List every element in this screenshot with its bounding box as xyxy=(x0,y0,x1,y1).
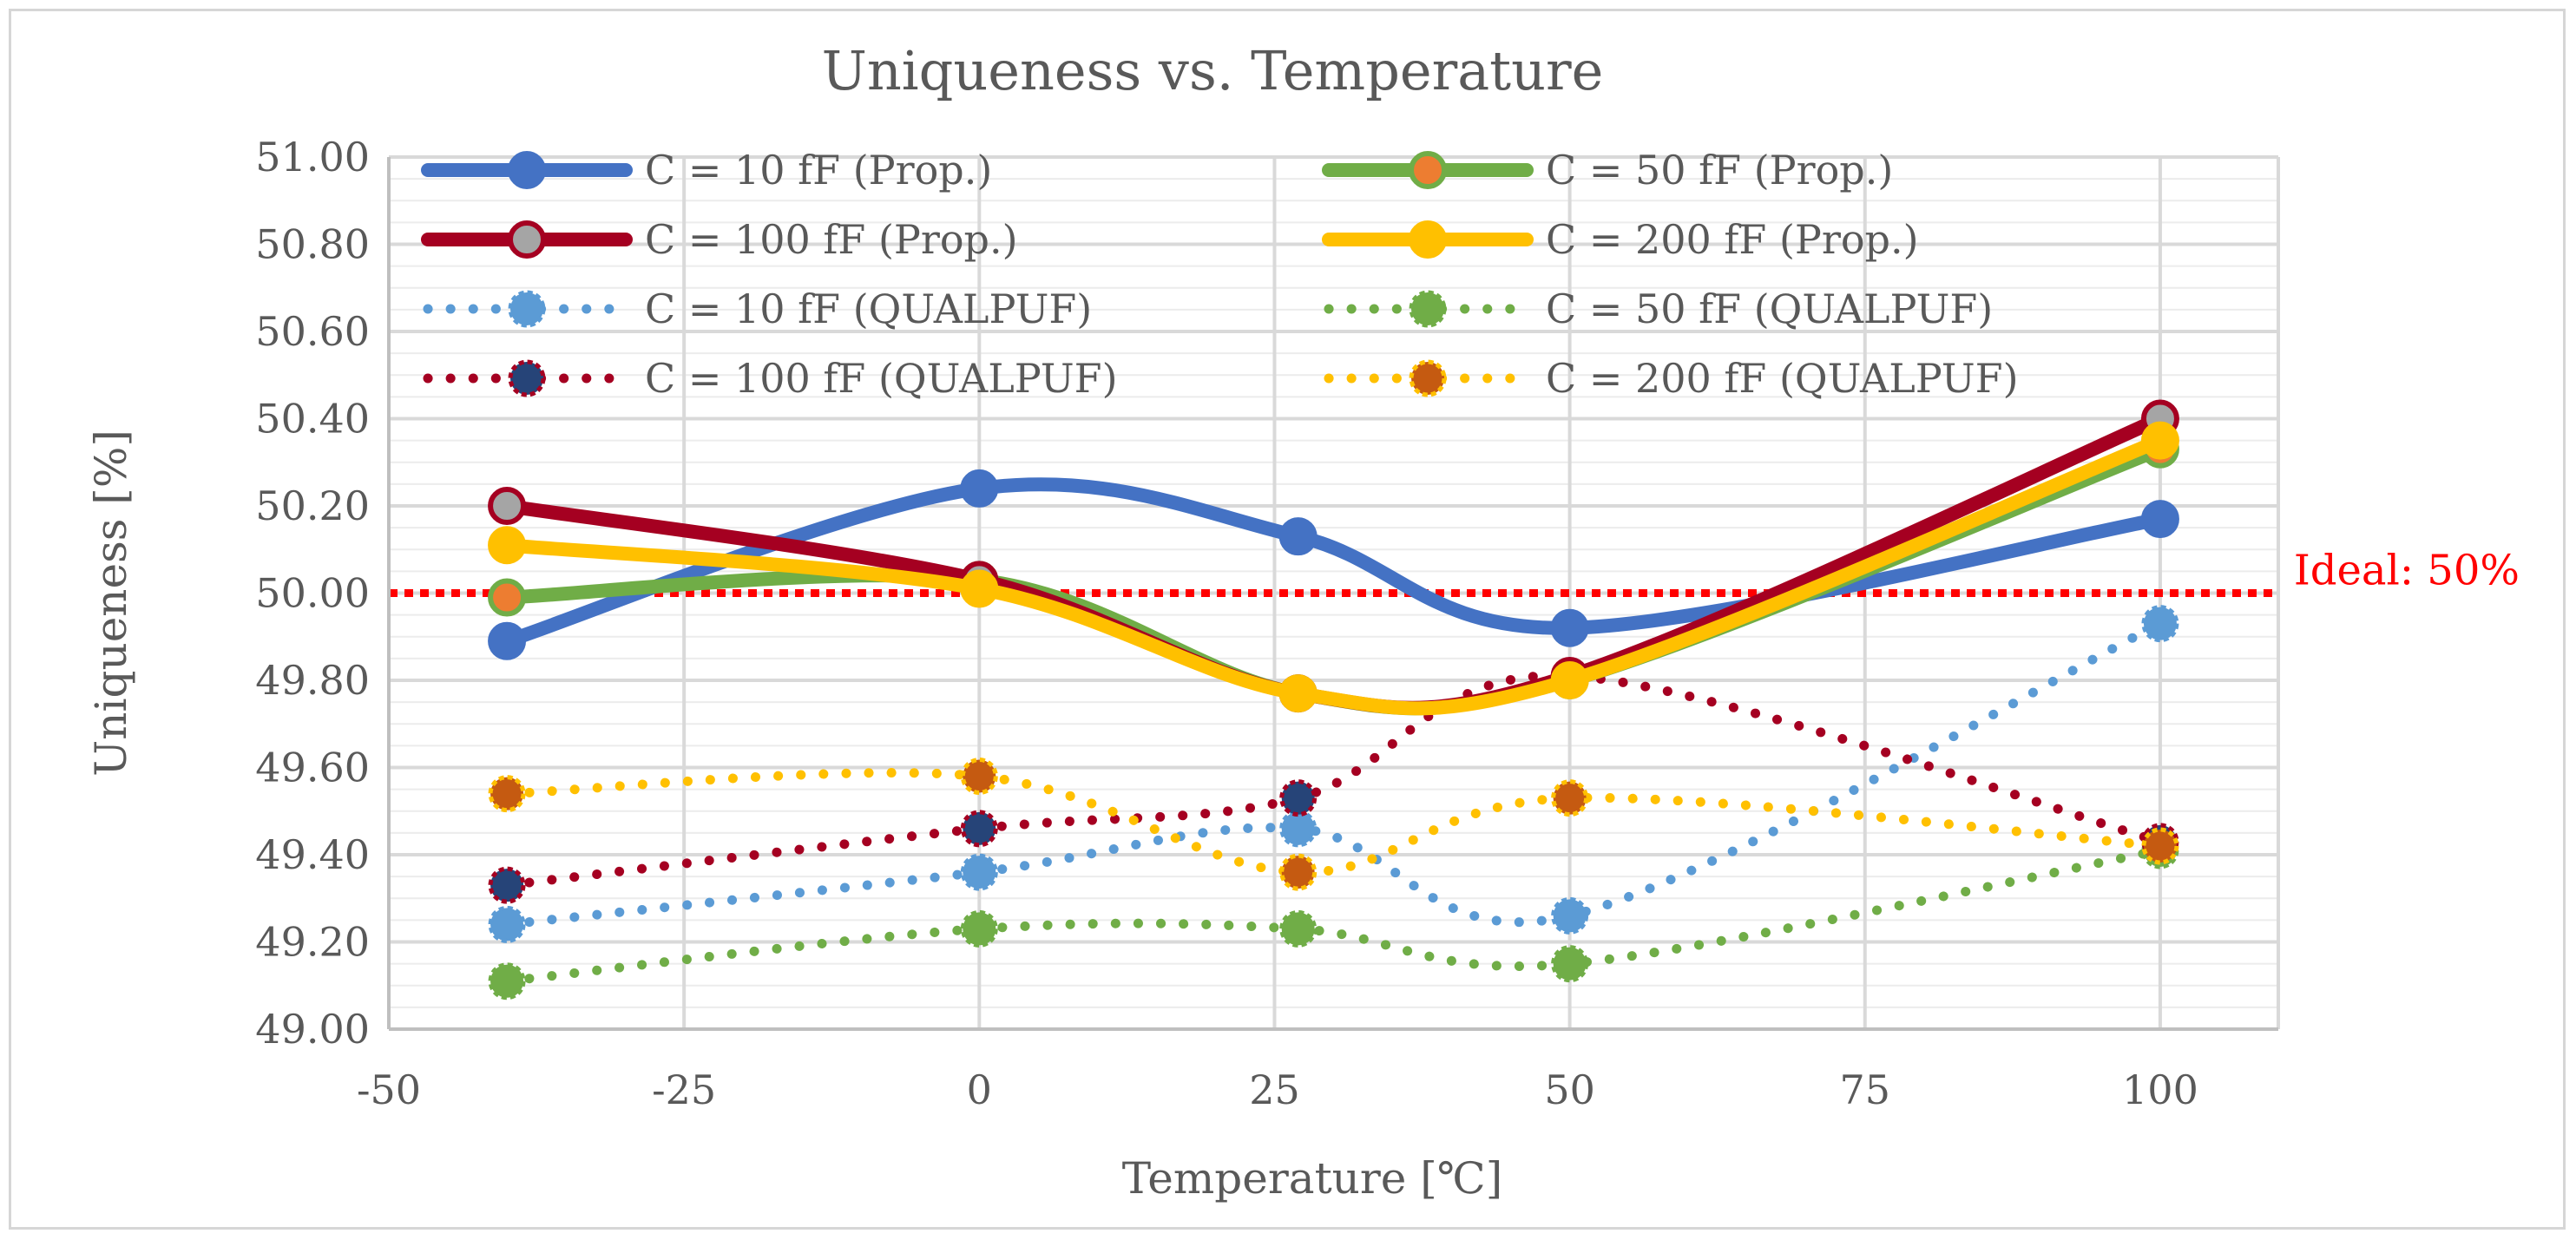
legend-swatch-marker xyxy=(508,220,546,259)
x-axis-title: Temperature [℃] xyxy=(1122,1153,1502,1204)
legend-entry: C = 200 fF (Prop.) xyxy=(1322,216,1919,263)
axes-group: 49.00 49.20 49.40 49.60 49.80 50.00 50.20 50.40… xyxy=(255,134,2278,1113)
legend-swatch-marker xyxy=(508,290,546,328)
legend-entry: C = 100 fF (QUALPUF) xyxy=(423,355,1118,402)
legend-label: C = 100 fF (Prop.) xyxy=(645,216,1018,263)
legend-swatch-marker xyxy=(1409,290,1447,328)
x-tick-label: 25 xyxy=(1249,1066,1300,1113)
data-point xyxy=(2140,500,2179,539)
data-point xyxy=(1551,896,1589,935)
data-point xyxy=(1279,853,1318,891)
legend-entry: C = 10 fF (QUALPUF) xyxy=(423,285,1092,332)
legend-label: C = 100 fF (QUALPUF) xyxy=(645,355,1118,402)
data-point xyxy=(2141,605,2179,643)
data-point xyxy=(488,526,527,565)
data-point xyxy=(488,487,527,525)
data-point xyxy=(1551,945,1589,983)
legend-entry: C = 10 fF (Prop.) xyxy=(421,147,992,194)
legend-label: C = 50 fF (Prop.) xyxy=(1546,147,1893,194)
data-point xyxy=(488,775,526,813)
legend-entry: C = 100 fF (Prop.) xyxy=(421,216,1018,263)
data-point xyxy=(1279,909,1318,948)
data-point xyxy=(2141,827,2179,865)
x-tick-label: 75 xyxy=(1840,1066,1891,1113)
x-tick-label: 50 xyxy=(1544,1066,1595,1113)
data-point xyxy=(1550,661,1589,699)
data-point xyxy=(488,578,527,617)
data-point xyxy=(488,905,526,943)
ideal-label: Ideal: 50% xyxy=(2294,547,2520,595)
legend-label: C = 10 fF (QUALPUF) xyxy=(645,285,1092,332)
series-line xyxy=(502,619,2165,929)
series-6 xyxy=(488,831,2179,1001)
y-tick-label: 50.60 xyxy=(255,308,370,355)
reference-line-group: Ideal: 50% xyxy=(389,547,2520,597)
legend-swatch-marker xyxy=(1409,359,1447,397)
data-point xyxy=(1278,674,1318,713)
y-tick-label: 50.20 xyxy=(255,482,370,529)
data-point xyxy=(1551,779,1589,817)
data-point xyxy=(488,621,527,660)
legend-swatch-marker xyxy=(508,359,546,397)
legend-label: C = 10 fF (Prop.) xyxy=(645,147,992,194)
data-point xyxy=(1550,608,1589,647)
y-tick-label: 49.60 xyxy=(255,745,370,791)
legend-entry: C = 50 fF (QUALPUF) xyxy=(1324,285,1993,332)
data-point xyxy=(488,962,526,1001)
data-point xyxy=(1279,810,1318,848)
x-tick-label: -25 xyxy=(652,1066,716,1113)
y-tick-label: 49.00 xyxy=(255,1006,370,1053)
uniqueness-chart: Ideal: 50% 49.00 49.20 49.40 49.60 49.80 50.0… xyxy=(86,39,2520,1204)
data-point xyxy=(960,469,999,508)
x-tick-label: -50 xyxy=(357,1066,421,1113)
data-point xyxy=(960,758,998,796)
legend: C = 10 fF (Prop.) C = 50 fF (Prop.) C = 10… xyxy=(421,147,2019,402)
series-4 xyxy=(488,421,2179,716)
legend-label: C = 200 fF (QUALPUF) xyxy=(1546,355,2019,402)
chart-title: Uniqueness vs. Temperature xyxy=(822,39,1604,102)
x-tick-label: 100 xyxy=(2122,1066,2198,1113)
y-tick-label: 50.00 xyxy=(255,570,370,617)
legend-label: C = 200 fF (Prop.) xyxy=(1546,216,1919,263)
legend-label: C = 50 fF (QUALPUF) xyxy=(1546,285,1993,332)
data-point xyxy=(960,569,999,608)
legend-entry: C = 200 fF (QUALPUF) xyxy=(1324,355,2019,402)
y-tick-label: 49.40 xyxy=(255,831,370,878)
data-point xyxy=(1278,517,1318,556)
legend-swatch-marker xyxy=(1409,220,1447,259)
series-8 xyxy=(488,758,2179,891)
y-tick-label: 50.40 xyxy=(255,396,370,443)
data-point xyxy=(960,810,998,848)
y-axis-title: Uniqueness [%] xyxy=(86,430,136,777)
series-5 xyxy=(488,605,2179,943)
data-point xyxy=(960,909,998,948)
y-tick-label: 51.00 xyxy=(255,134,370,180)
series-group xyxy=(488,399,2179,1001)
data-point xyxy=(1279,779,1318,817)
legend-entry: C = 50 fF (Prop.) xyxy=(1322,147,1893,194)
legend-swatch-marker xyxy=(1409,151,1447,189)
legend-swatch-marker xyxy=(508,151,546,189)
series-line xyxy=(502,845,2165,987)
chart-frame: Ideal: 50% 49.00 49.20 49.40 49.60 49.80 50.0… xyxy=(9,9,2566,1230)
data-point xyxy=(488,866,526,904)
data-point xyxy=(2140,421,2179,460)
y-tick-label: 49.20 xyxy=(255,919,370,966)
y-tick-label: 50.80 xyxy=(255,221,370,268)
x-tick-label: 0 xyxy=(967,1066,992,1113)
data-point xyxy=(960,853,998,891)
y-tick-label: 49.80 xyxy=(255,657,370,704)
